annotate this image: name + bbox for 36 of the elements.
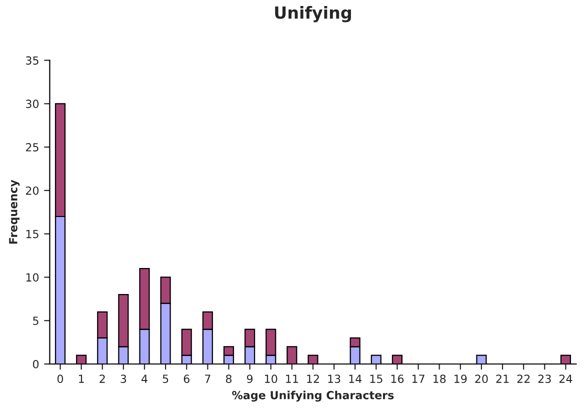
x-tick-label: 17	[412, 374, 424, 383]
x-tick-label: 18	[433, 374, 446, 384]
x-tick-label: 20	[475, 374, 488, 384]
x-tick-label: 9	[246, 374, 253, 384]
x-tick-label: 22	[517, 374, 530, 383]
x-tick-label: 6	[184, 374, 190, 384]
x-tick-label: 19	[454, 374, 467, 384]
x-tick-label: 14	[349, 374, 362, 383]
x-tick-label: 3	[120, 374, 126, 384]
x-axis-title: %age Unifying Characters	[232, 390, 394, 402]
x-tick-label: 16	[391, 374, 404, 384]
x-tick-label: 8	[226, 374, 232, 384]
y-tick-label: 15	[26, 230, 38, 238]
x-tick-label: 10	[265, 374, 278, 384]
y-tick-label: 0	[32, 360, 39, 368]
y-tick-label: 10	[26, 273, 39, 282]
x-tick-label: 5	[162, 374, 168, 384]
y-tick-label: 25	[26, 143, 38, 152]
x-tick-label: 21	[496, 374, 509, 383]
x-tick-label: 7	[205, 374, 210, 383]
x-tick-label: 13	[328, 374, 340, 384]
chart-title: Unifying	[275, 6, 351, 22]
y-axis-title: Frequency	[9, 180, 20, 244]
x-tick-label: 1	[79, 374, 84, 383]
y-tick-label: 20	[26, 186, 39, 195]
y-tick-label: 30	[26, 100, 39, 108]
x-tick-label: 24	[559, 374, 572, 383]
x-tick-label: 0	[57, 374, 64, 384]
x-tick-label: 4	[142, 374, 148, 383]
x-tick-label: 2	[100, 374, 105, 383]
y-tick-label: 35	[26, 56, 38, 65]
x-tick-label: 15	[370, 374, 382, 384]
x-tick-label: 23	[538, 374, 551, 384]
x-tick-label: 11	[286, 374, 298, 383]
x-tick-label: 12	[307, 374, 319, 383]
y-tick-label: 5	[33, 316, 38, 325]
